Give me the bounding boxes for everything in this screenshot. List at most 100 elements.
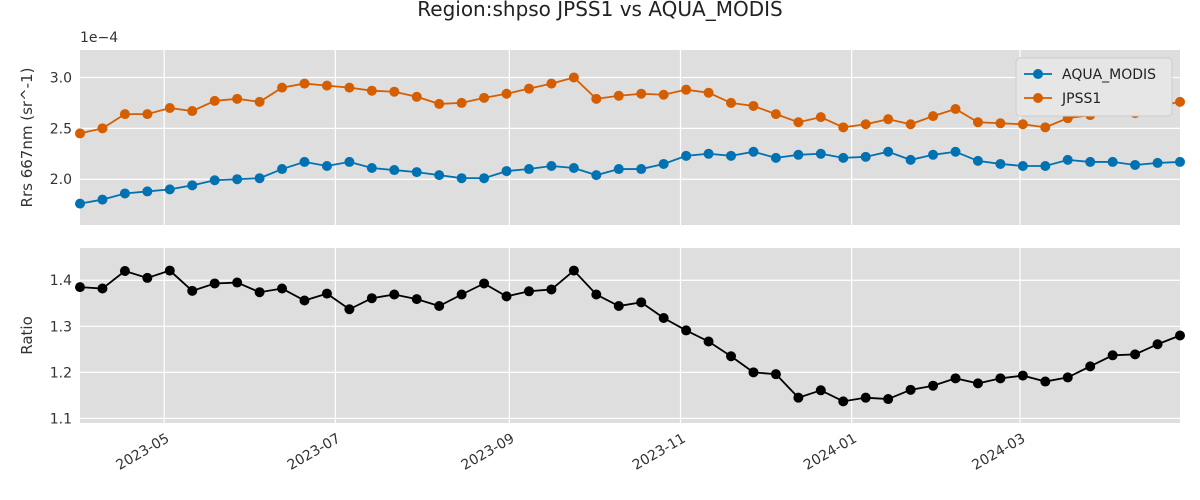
data-point [501, 291, 512, 302]
data-point [591, 93, 602, 104]
data-point [1040, 122, 1051, 133]
plot-area [80, 50, 1180, 225]
data-point [591, 289, 602, 300]
data-point [523, 83, 534, 94]
x-tick-label: 2023-11 [630, 431, 689, 474]
data-point [187, 106, 198, 117]
data-point [321, 80, 332, 91]
data-point [344, 156, 355, 167]
y-tick-label: 1.4 [50, 273, 72, 289]
data-point [187, 180, 198, 191]
data-point [389, 165, 400, 176]
data-point [613, 164, 624, 175]
data-point [187, 285, 198, 296]
data-point [434, 98, 445, 109]
data-point [1130, 349, 1141, 360]
data-point [1130, 159, 1141, 170]
data-point [681, 84, 692, 95]
data-point [1040, 376, 1051, 387]
y-tick-label: 1.2 [50, 365, 72, 381]
legend: AQUA_MODIS JPSS1 [1015, 57, 1173, 117]
data-point [389, 289, 400, 300]
data-point [164, 184, 175, 195]
data-point [1085, 156, 1096, 167]
legend-item: AQUA_MODIS [1024, 67, 1156, 83]
legend-item: JPSS1 [1024, 91, 1101, 107]
data-point [770, 369, 781, 380]
data-point [546, 78, 557, 89]
data-point [928, 111, 939, 122]
data-point [1017, 370, 1028, 381]
data-point [277, 82, 288, 93]
data-point [164, 265, 175, 276]
data-point [1040, 160, 1051, 171]
data-point [613, 90, 624, 101]
data-point [591, 170, 602, 181]
legend-label: AQUA_MODIS [1062, 67, 1156, 83]
data-point [456, 97, 467, 108]
data-point [770, 152, 781, 163]
data-point [681, 150, 692, 161]
data-point [119, 188, 130, 199]
data-point [209, 278, 220, 289]
data-point [1062, 154, 1073, 165]
legend-label: JPSS1 [1061, 91, 1101, 107]
y-axis-label: Rrs 667nm (sr^-1) [18, 68, 36, 208]
data-point [434, 170, 445, 181]
data-point [97, 123, 108, 134]
data-point [479, 92, 490, 103]
data-point [299, 78, 310, 89]
data-point [299, 156, 310, 167]
data-point [344, 304, 355, 315]
data-point [411, 294, 422, 305]
data-point [905, 119, 916, 130]
data-point [479, 278, 490, 289]
data-point [119, 109, 130, 120]
data-point [658, 89, 669, 100]
data-point [1175, 156, 1185, 167]
data-point [928, 380, 939, 391]
data-point [1017, 119, 1028, 130]
data-point [501, 88, 512, 99]
y-tick-label: 2.5 [50, 121, 72, 137]
chart-title: Region:shpso JPSS1 vs AQUA_MODIS [417, 0, 782, 21]
data-point [97, 194, 108, 205]
data-point [815, 112, 826, 123]
data-point [613, 301, 624, 312]
data-point [703, 87, 714, 98]
data-point [703, 336, 714, 347]
data-point [456, 173, 467, 184]
chart-panels: 2.0 2.5 3.0 Rrs 667nm (sr^-1) 1e−4 AQUA_MODIS… [18, 30, 1185, 474]
data-point [703, 148, 714, 159]
data-point [568, 72, 579, 83]
data-point [950, 146, 961, 157]
data-point [1152, 157, 1163, 168]
data-point [232, 277, 243, 288]
data-point [523, 164, 534, 175]
data-point [299, 295, 310, 306]
data-point [838, 396, 849, 407]
data-point [838, 152, 849, 163]
data-point [681, 325, 692, 336]
data-point [748, 100, 759, 111]
data-point [366, 85, 377, 96]
data-point [950, 373, 961, 384]
data-point [232, 93, 243, 104]
x-tick-label: 2023-09 [459, 431, 518, 474]
data-point [523, 286, 534, 297]
data-point [568, 163, 579, 174]
data-point [501, 166, 512, 177]
legend-box [1015, 57, 1173, 117]
data-point [995, 373, 1006, 384]
panel-2: 1.1 1.2 1.3 1.4 Ratio [18, 248, 1185, 427]
data-point [1152, 339, 1163, 350]
data-point [838, 122, 849, 133]
data-point [366, 293, 377, 304]
data-point [793, 149, 804, 160]
data-point [277, 283, 288, 294]
data-point [860, 392, 871, 403]
legend-marker [1033, 93, 1043, 103]
data-point [972, 155, 983, 166]
data-point [254, 96, 265, 107]
